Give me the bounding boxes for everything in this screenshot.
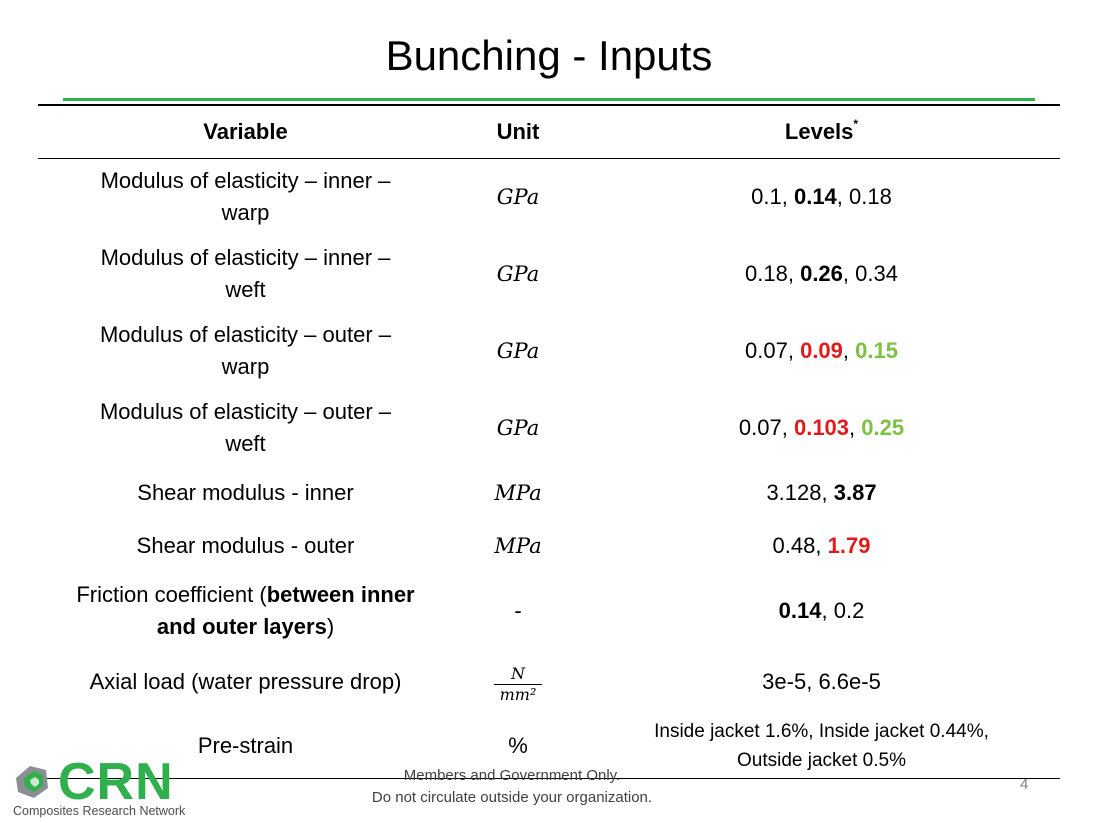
variable-cell: Shear modulus - inner: [137, 479, 354, 505]
variable-cell: Pre-strain: [197, 733, 294, 759]
level-value: 0.1: [751, 183, 782, 209]
unit-cell: MPa: [494, 480, 542, 505]
crn-emblem-icon: [16, 766, 48, 798]
unit-cell: MPa: [494, 533, 542, 558]
variable-line-1: Modulus of elasticity – outer –: [99, 321, 392, 347]
unit-denominator: mm²: [493, 684, 543, 705]
levels-cell: 0.1, 0.14, 0.18: [751, 183, 892, 209]
table-row: Friction coefficient (between inner and o…: [38, 572, 1060, 649]
levels-cell: 0.48, 1.79: [772, 532, 871, 558]
level-value: 0.34: [855, 260, 898, 286]
unit-cell: GPa: [496, 415, 540, 440]
confidentiality-notice: Members and Government Only. Do not circ…: [300, 765, 724, 809]
variable-cell: Modulus of elasticity – inner – weft: [38, 235, 453, 312]
level-value: 3.128: [766, 479, 822, 505]
level-value-green: 0.25: [861, 414, 905, 440]
page-number: 4: [1020, 776, 1029, 793]
level-value-baseline: 3.87: [833, 479, 877, 505]
unit-cell: GPa: [496, 184, 540, 209]
variable-line-1: Friction coefficient (between inner: [42, 579, 449, 611]
unit-cell: GPa: [496, 338, 540, 363]
variable-line-2: weft: [225, 430, 266, 456]
variable-line-1: Modulus of elasticity – outer –: [99, 398, 392, 424]
crn-logo: CRN Composites Research Network: [13, 753, 185, 818]
header-row: Variable Unit Levels*: [38, 104, 1060, 159]
table-row: Modulus of elasticity – inner – weft GPa …: [38, 235, 1060, 312]
variable-cell: Axial load (water pressure drop): [89, 669, 402, 694]
level-value-baseline: 0.14: [778, 597, 822, 623]
title-divider: [63, 98, 1035, 101]
inputs-table: Variable Unit Levels* Modulus of elastic…: [38, 104, 1060, 779]
slide-title: Bunching - Inputs: [385, 32, 713, 79]
header-levels-label: Levels: [784, 118, 854, 144]
level-value: 0.07: [738, 414, 782, 440]
table-row: Modulus of elasticity – outer – warp GPa …: [38, 312, 1060, 389]
variable-text-bold: between inner: [266, 581, 415, 607]
level-value: 0.48: [772, 532, 816, 558]
table-row: Shear modulus - inner MPa 3.128, 3.87: [38, 466, 1060, 519]
table-row: Shear modulus - outer MPa 0.48, 1.79: [38, 519, 1060, 572]
variable-line-1: Modulus of elasticity – inner –: [100, 244, 391, 270]
variable-line-2: warp: [221, 199, 270, 225]
table-row: Modulus of elasticity – inner – warp GPa …: [38, 158, 1060, 235]
levels-cell: 0.07, 0.103, 0.25: [738, 414, 905, 440]
variable-cell: Modulus of elasticity – inner – warp: [38, 158, 453, 235]
footer-line-2: Do not circulate outside your organizati…: [371, 789, 653, 806]
variable-text-bold: and outer layers: [156, 613, 327, 639]
variable-text: Friction coefficient (: [76, 581, 267, 607]
variable-line-2: and outer layers): [42, 611, 449, 643]
variable-cell: Modulus of elasticity – outer – weft: [38, 389, 453, 466]
level-value: 6.6e-5: [818, 669, 881, 694]
levels-line-1: Inside jacket 1.6%, Inside jacket 0.44%,: [654, 721, 989, 743]
unit-numerator: N: [510, 664, 525, 683]
crn-logo-tagline: Composites Research Network: [13, 804, 185, 818]
levels-cell: 0.07, 0.09, 0.15: [745, 337, 898, 363]
level-value: 3e-5: [762, 669, 807, 694]
level-value-red: 0.103: [793, 414, 850, 440]
levels-cell: Inside jacket 1.6%, Inside jacket 0.44%,…: [583, 715, 1060, 778]
level-value: 0.07: [745, 337, 788, 363]
level-value-red: 1.79: [827, 532, 871, 558]
level-value: 0.18: [745, 260, 788, 286]
levels-cell: 3e-5, 6.6e-5: [762, 669, 881, 694]
unit-cell: GPa: [496, 261, 540, 286]
level-value-green: 0.15: [855, 337, 898, 363]
level-value-baseline: 0.26: [800, 260, 843, 286]
level-value-red: 0.09: [800, 337, 843, 363]
variable-cell: Friction coefficient (between inner and o…: [38, 572, 453, 649]
variable-cell: Shear modulus - outer: [136, 532, 355, 558]
variable-line-2: weft: [225, 276, 266, 302]
levels-footnote-marker: *: [853, 116, 859, 131]
unit-cell: -: [514, 597, 522, 623]
unit-cell: %: [508, 733, 528, 759]
levels-cell: 0.18, 0.26, 0.34: [745, 260, 898, 286]
header-levels: Levels*: [583, 104, 1060, 159]
levels-cell: 0.14, 0.2: [778, 597, 865, 623]
table-row: Pre-strain % Inside jacket 1.6%, Inside …: [38, 715, 1060, 778]
level-value: 0.2: [833, 597, 865, 623]
variable-text: ): [326, 613, 335, 639]
levels-line-2: Outside jacket 0.5%: [737, 750, 906, 772]
level-value: 0.18: [849, 183, 892, 209]
table-row: Modulus of elasticity – outer – weft GPa …: [38, 389, 1060, 466]
footer-line-1: Members and Government Only.: [403, 767, 621, 784]
variable-cell: Modulus of elasticity – outer – warp: [38, 312, 453, 389]
levels-cell: 3.128, 3.87: [766, 479, 877, 505]
header-variable: Variable: [38, 104, 453, 159]
variable-line-1: Modulus of elasticity – inner –: [100, 167, 391, 193]
variable-line-2: warp: [221, 353, 270, 379]
crn-logo-mark: CRN: [58, 753, 174, 811]
header-unit: Unit: [453, 104, 583, 159]
level-value-baseline: 0.14: [793, 183, 837, 209]
